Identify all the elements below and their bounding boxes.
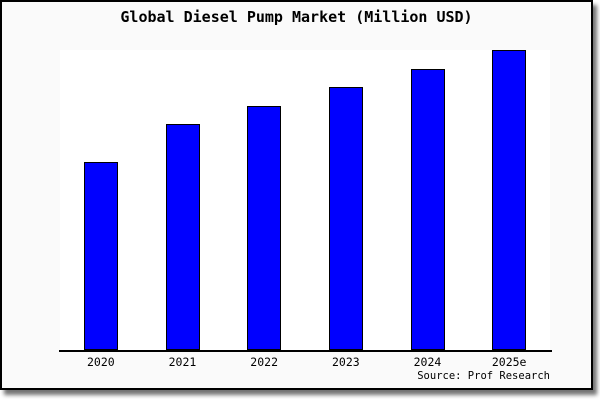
bar-2025e	[492, 50, 527, 350]
x-tick-label-2022: 2022	[250, 355, 278, 369]
bar-2024	[410, 69, 445, 350]
bar-2020	[83, 162, 118, 350]
x-tick-label-2020: 2020	[86, 355, 115, 369]
plot-area	[60, 50, 550, 350]
x-axis-line	[59, 350, 552, 352]
bar-2023	[328, 87, 363, 350]
x-tick-label-2021: 2021	[168, 355, 197, 369]
bar-2022	[247, 106, 282, 350]
source-attribution: Source: Prof Research	[417, 370, 550, 382]
x-tick-label-2023: 2023	[331, 355, 360, 369]
chart-card: Global Diesel Pump Market (Million USD) …	[0, 0, 593, 390]
chart-title: Global Diesel Pump Market (Million USD)	[120, 8, 473, 26]
bar-2021	[165, 124, 200, 350]
x-tick-label-2024: 2024	[413, 355, 442, 369]
x-tick-label-2025e: 2025e	[491, 355, 527, 369]
